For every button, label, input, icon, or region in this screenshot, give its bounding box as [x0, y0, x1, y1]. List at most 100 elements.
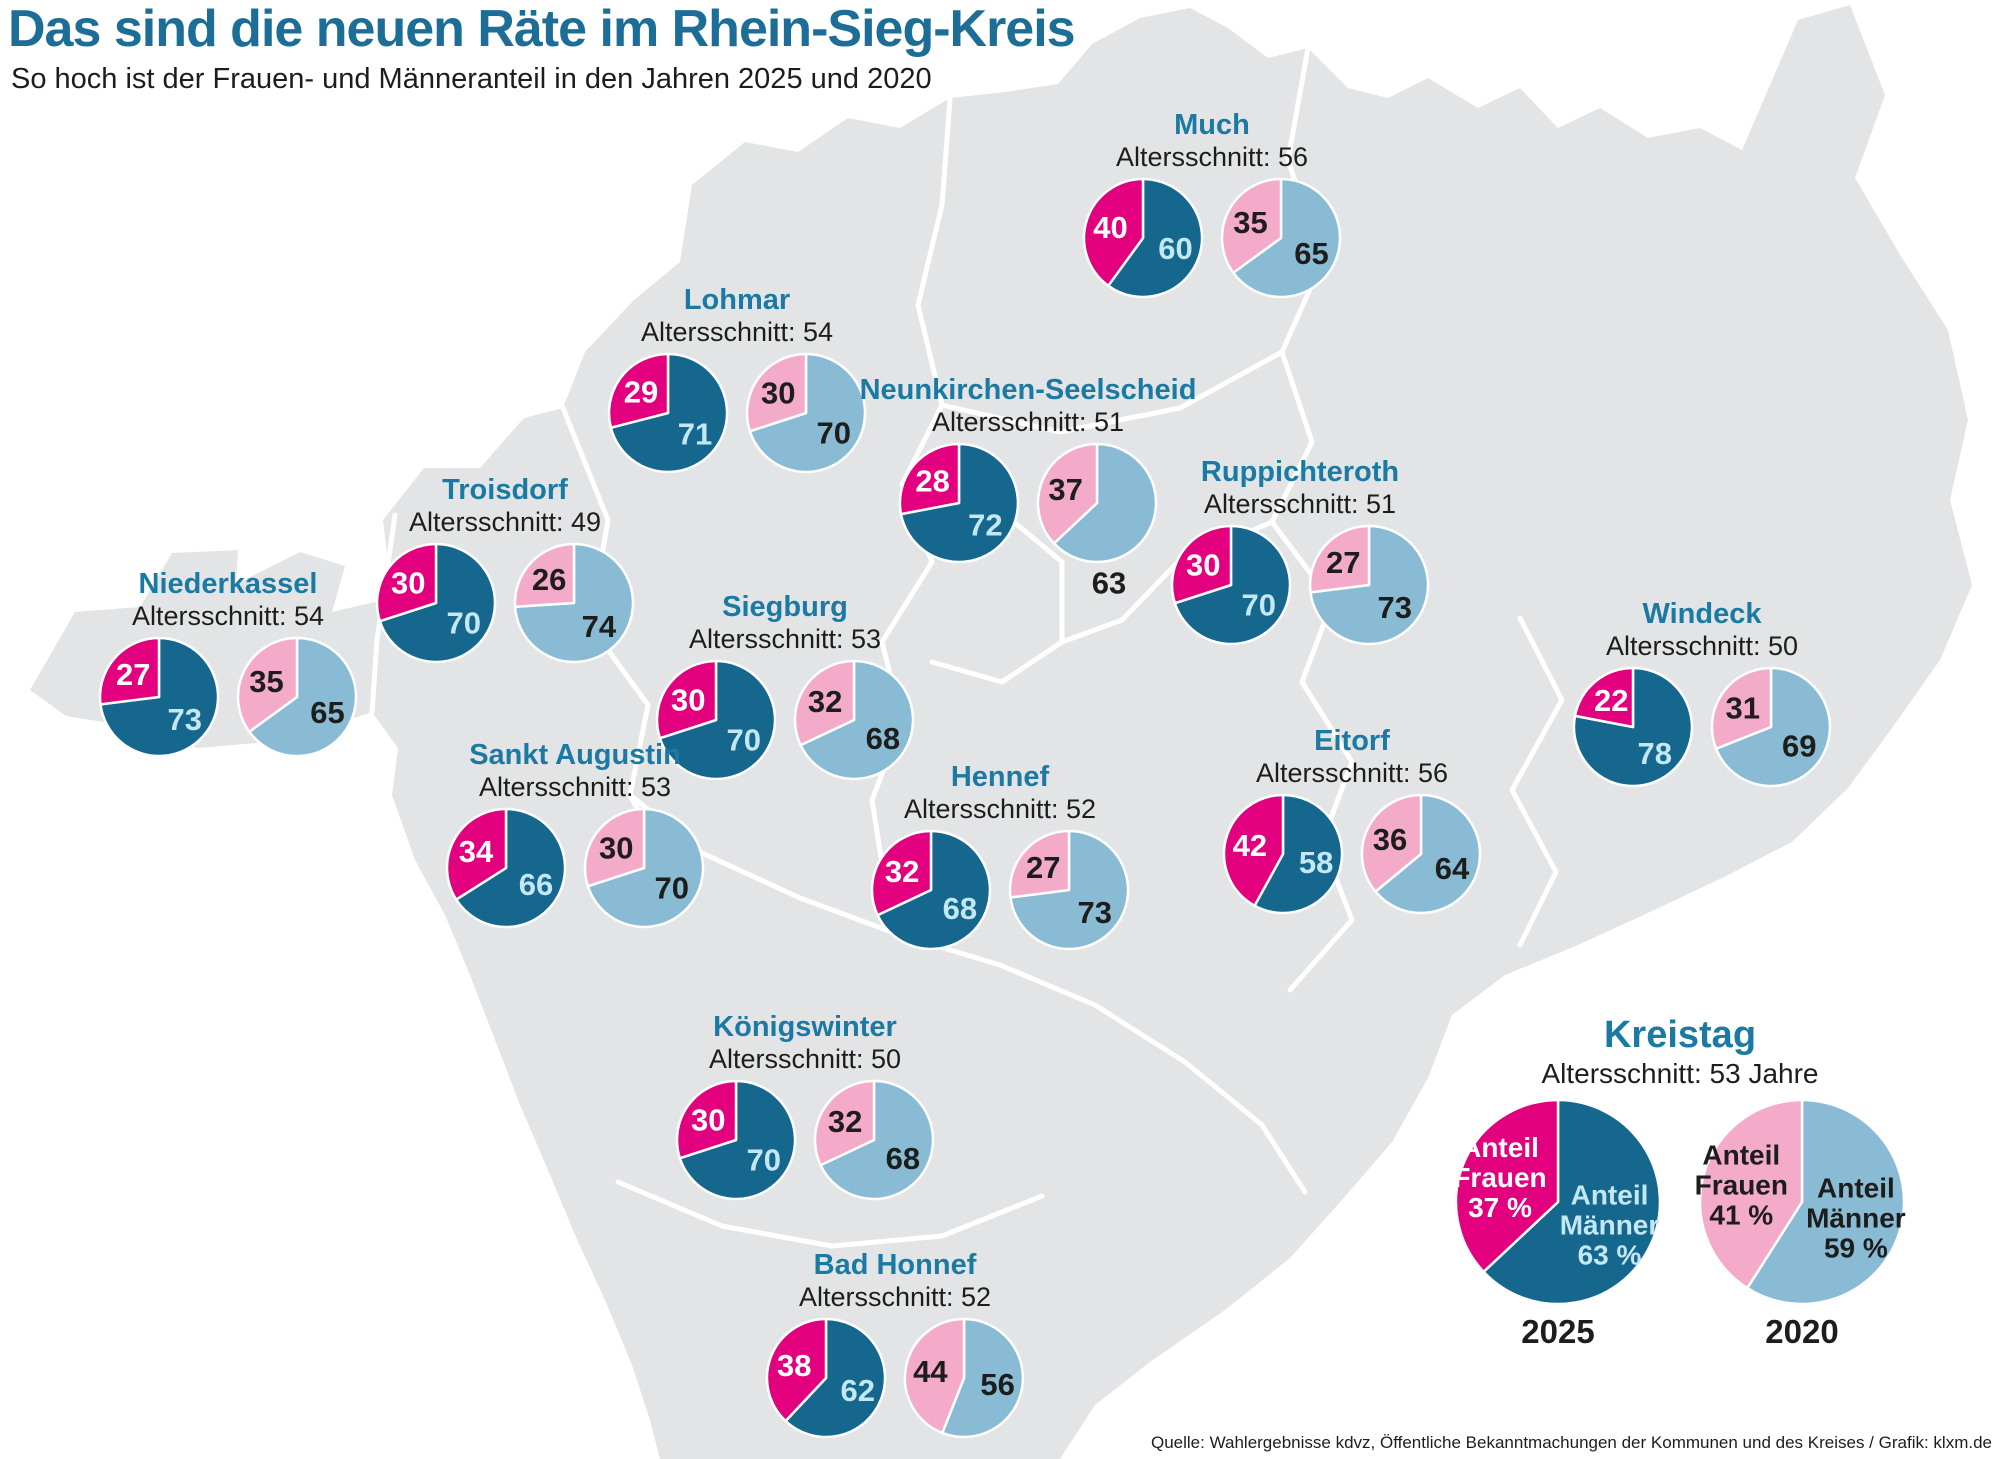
- pie-slice-men: [454, 807, 567, 929]
- pie-slice-women: [1454, 1098, 1560, 1274]
- pie-slice-men: [1572, 666, 1694, 788]
- pie-slice-men: [1253, 793, 1344, 915]
- pie-slice-men: [1374, 793, 1482, 915]
- pie-2025: 40 60: [1082, 177, 1204, 299]
- pie-slice-women: [655, 659, 718, 740]
- source-credit: Quelle: Wahlergebnisse kdvz, Öffentliche…: [1151, 1433, 1992, 1452]
- pie-row: 38 62 44 56: [725, 1316, 1065, 1440]
- pie-slice-men: [748, 352, 867, 474]
- pie-slice-men: [1746, 1098, 1906, 1306]
- pie-label-men: 73: [1077, 895, 1111, 930]
- pie-slice-women: [903, 1317, 966, 1435]
- pie-2020: 30 70: [583, 807, 705, 929]
- pie-label-men: 63: [1092, 566, 1126, 601]
- pie-label-men: 70: [746, 1143, 780, 1178]
- pie-label-men: 56: [980, 1367, 1014, 1402]
- pie-row: 34 66 30 70: [405, 806, 745, 930]
- kreistag-year-labels: 2025 2020: [1450, 1313, 1910, 1351]
- pie-2020: 27 73: [1308, 524, 1430, 646]
- page-subtitle: So hoch ist der Frauen- und Männeranteil…: [11, 62, 932, 95]
- municipality-eitorf: Eitorf Altersschnitt: 56 42 58 36 64: [1182, 724, 1522, 916]
- pie-slice-women: [607, 352, 670, 429]
- pie-label-women: 27: [116, 657, 150, 692]
- pie-slice-women: [870, 829, 933, 917]
- pie-slice-men: [678, 1079, 797, 1201]
- pie-2020: 44 56: [903, 1317, 1025, 1439]
- kreistag-pie-2025: Anteil Frauen 37 % Anteil Männer 63 %: [1453, 1098, 1662, 1306]
- pie-label-women: 38: [777, 1348, 811, 1383]
- municipality-name: Sankt Augustin: [469, 739, 681, 771]
- pie-slice-women: [1220, 177, 1283, 274]
- pie-2025: 27 73: [98, 636, 220, 758]
- pie-label-men: 60: [1158, 231, 1192, 266]
- pie-slice-women: [898, 442, 961, 516]
- municipality-name: Much: [1174, 109, 1250, 141]
- pie-slice-women: [1222, 793, 1285, 907]
- pie-row: 28 72 37 63: [858, 441, 1198, 601]
- pie-slice-men: [658, 659, 777, 781]
- pie-label-women: 26: [532, 562, 566, 597]
- pie-row: 29 71 30 70: [567, 351, 907, 475]
- pie-label-women: 35: [249, 664, 283, 699]
- pie-slice-women: [1360, 793, 1423, 893]
- municipality-age: Altersschnitt: 53: [688, 624, 882, 654]
- pie-slice-women: [675, 1079, 738, 1160]
- pie-label-women: 27: [1026, 850, 1060, 885]
- pie-slice-men: [876, 829, 992, 951]
- pie-label-men: 78: [1638, 736, 1672, 771]
- municipality-niederkassel: Niederkassel Altersschnitt: 54 27 73 35 65: [58, 567, 398, 759]
- pie-label-women: 36: [1373, 822, 1407, 857]
- kreistag-title: Kreistag: [1603, 1014, 1757, 1056]
- pie-label-women: 27: [1326, 545, 1360, 580]
- pie-slice-women: [1082, 177, 1145, 287]
- pie-label-men: 70: [446, 606, 480, 641]
- pie-label-men: 73: [167, 702, 201, 737]
- pie-2020: 36 64: [1360, 793, 1482, 915]
- pie-label-women: 40: [1093, 210, 1127, 245]
- pie-2025: 38 62: [765, 1317, 887, 1439]
- pie-slice-women: [1698, 1098, 1804, 1290]
- pie-label-women: 30: [599, 830, 633, 865]
- kreistag-age: Altersschnitt: 53 Jahre: [1541, 1058, 1819, 1089]
- kreistag-pies: Anteil Frauen 37 % Anteil Männer 63 % Anteil F…: [1450, 1097, 1910, 1307]
- pie-slice-women: [375, 542, 438, 623]
- pie-label-women: 30: [391, 565, 425, 600]
- municipality-name: Niederkassel: [138, 568, 318, 600]
- municipality-name: Bad Honnef: [813, 1249, 977, 1281]
- municipality-name: Windeck: [1642, 598, 1762, 630]
- pie-slice-women: [1170, 524, 1233, 605]
- header: Das sind die neuen Räte im Rhein-Sieg-Kr…: [8, 2, 1076, 96]
- pie-label-women: 30: [761, 375, 795, 410]
- municipality-name: Eitorf: [1314, 725, 1390, 757]
- pie-slice-women: [1008, 829, 1071, 899]
- municipality-age: Altersschnitt: 56: [1255, 758, 1449, 788]
- pie-label-men: 58: [1299, 845, 1333, 880]
- pie-2020: 35 65: [1220, 177, 1342, 299]
- pie-label-men: 64: [1435, 851, 1470, 886]
- pie-label-men: 70: [726, 723, 760, 758]
- municipality-k-nigswinter: Königswinter Altersschnitt: 50 30 70 32 68: [635, 1010, 975, 1202]
- pie-label-men: 72: [968, 507, 1002, 542]
- municipality-age: Altersschnitt: 54: [131, 601, 325, 631]
- map-landmass: [30, 5, 1972, 1459]
- municipality-name: Lohmar: [683, 284, 791, 316]
- pie-slice-women: [1308, 524, 1371, 594]
- municipality-troisdorf: Troisdorf Altersschnitt: 49 30 70 26 74: [335, 473, 675, 665]
- municipality-name: Troisdorf: [442, 474, 568, 506]
- municipality-lohmar: Lohmar Altersschnitt: 54 29 71 30 70: [567, 283, 907, 475]
- pie-slice-women: [813, 1079, 876, 1167]
- municipality-name: Ruppichteroth: [1200, 456, 1400, 488]
- pie-slice-men: [1107, 177, 1204, 299]
- pie-slice-women: [793, 659, 856, 747]
- pie-slice-women: [445, 807, 508, 901]
- pie-row: 30 70 32 68: [615, 658, 955, 782]
- kreistag-pie-2020-wrap: Anteil Frauen 41 % Anteil Männer 59 %: [1695, 1097, 1907, 1307]
- kreistag-label-women-2025: Anteil Frauen 37 %: [1453, 1131, 1546, 1222]
- pie-2025: 28 72: [898, 442, 1020, 564]
- kreistag-label-men-2025: Anteil Männer 63 %: [1560, 1179, 1660, 1270]
- municipality-name: Königswinter: [713, 1011, 897, 1043]
- pie-slice-men: [1052, 442, 1158, 564]
- pie-row: 27 73 35 65: [58, 635, 398, 759]
- pie-slice-men: [941, 1317, 1025, 1439]
- municipality-age: Altersschnitt: 52: [798, 1282, 992, 1312]
